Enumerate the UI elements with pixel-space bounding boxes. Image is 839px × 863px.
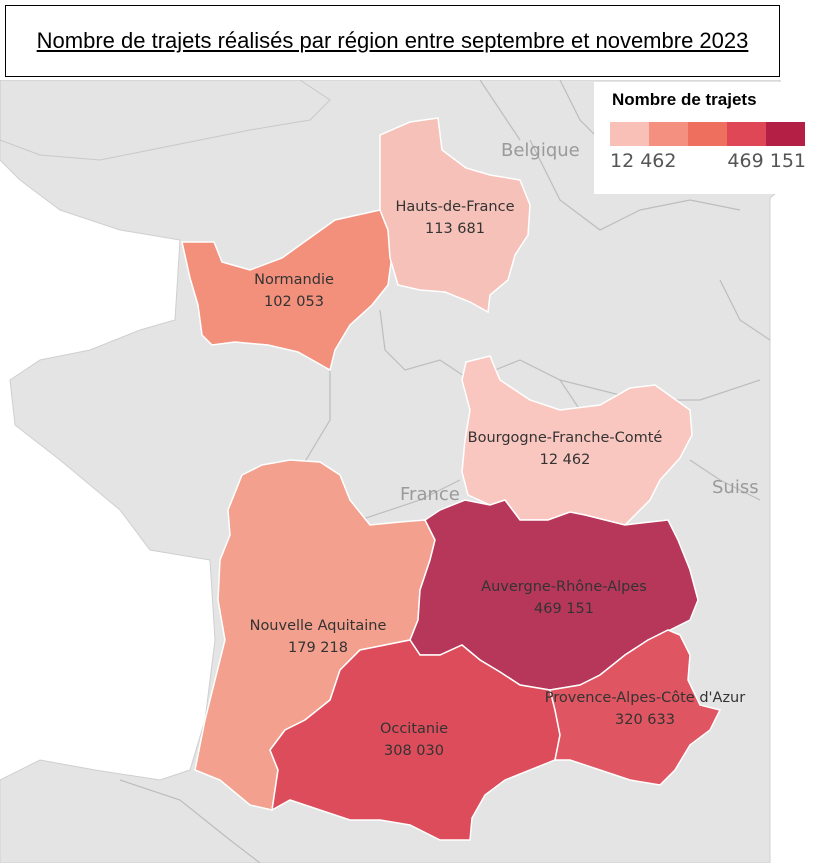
legend-swatch (610, 122, 649, 146)
region-name-label: Auvergne-Rhône-Alpes (481, 579, 647, 595)
legend-min-label: 12 462 (610, 150, 677, 172)
region-value-label: 12 462 (540, 452, 591, 468)
france-region-map[interactable]: Belgique France Suiss Hauts-de-France 11… (0, 80, 839, 863)
legend-max-label: 469 151 (727, 150, 806, 172)
legend-color-scale (610, 122, 805, 146)
english-channel-coast (0, 80, 331, 161)
region-name-label: Provence-Alpes-Côte d'Azur (545, 690, 745, 706)
region-normandie[interactable] (181, 209, 393, 372)
region-name-label: Bourgogne-Franche-Comté (468, 430, 663, 446)
map-area[interactable]: Belgique France Suiss Hauts-de-France 11… (0, 80, 839, 863)
region-name-label: Nouvelle Aquitaine (250, 618, 387, 634)
region-value-label: 113 681 (425, 221, 485, 237)
region-labels: Hauts-de-France 113 681 Normandie 102 05… (250, 199, 746, 759)
region-value-label: 320 633 (615, 712, 675, 728)
region-hauts-de-france[interactable] (379, 117, 531, 314)
region-value-label: 469 151 (534, 601, 594, 617)
region-name-label: Hauts-de-France (395, 199, 514, 215)
legend-swatch (649, 122, 688, 146)
legend: Nombre de trajets 12 462 469 151 (594, 82, 814, 194)
region-occitanie[interactable] (269, 639, 561, 841)
label-belgique: Belgique (501, 140, 580, 161)
label-suisse: Suiss (712, 477, 759, 498)
legend-title: Nombre de trajets (612, 90, 757, 109)
legend-swatch (766, 122, 805, 146)
region-value-label: 102 053 (264, 294, 324, 310)
region-value-label: 308 030 (384, 743, 444, 759)
region-name-label: Occitanie (380, 721, 448, 737)
legend-swatch (688, 122, 727, 146)
region-value-label: 179 218 (288, 640, 348, 656)
region-name-label: Normandie (254, 272, 334, 288)
chart-title: Nombre de trajets réalisés par région en… (5, 5, 780, 77)
label-france: France (400, 484, 460, 505)
legend-swatch (727, 122, 766, 146)
region-provence-alpes-cote-dazur[interactable] (549, 629, 722, 786)
